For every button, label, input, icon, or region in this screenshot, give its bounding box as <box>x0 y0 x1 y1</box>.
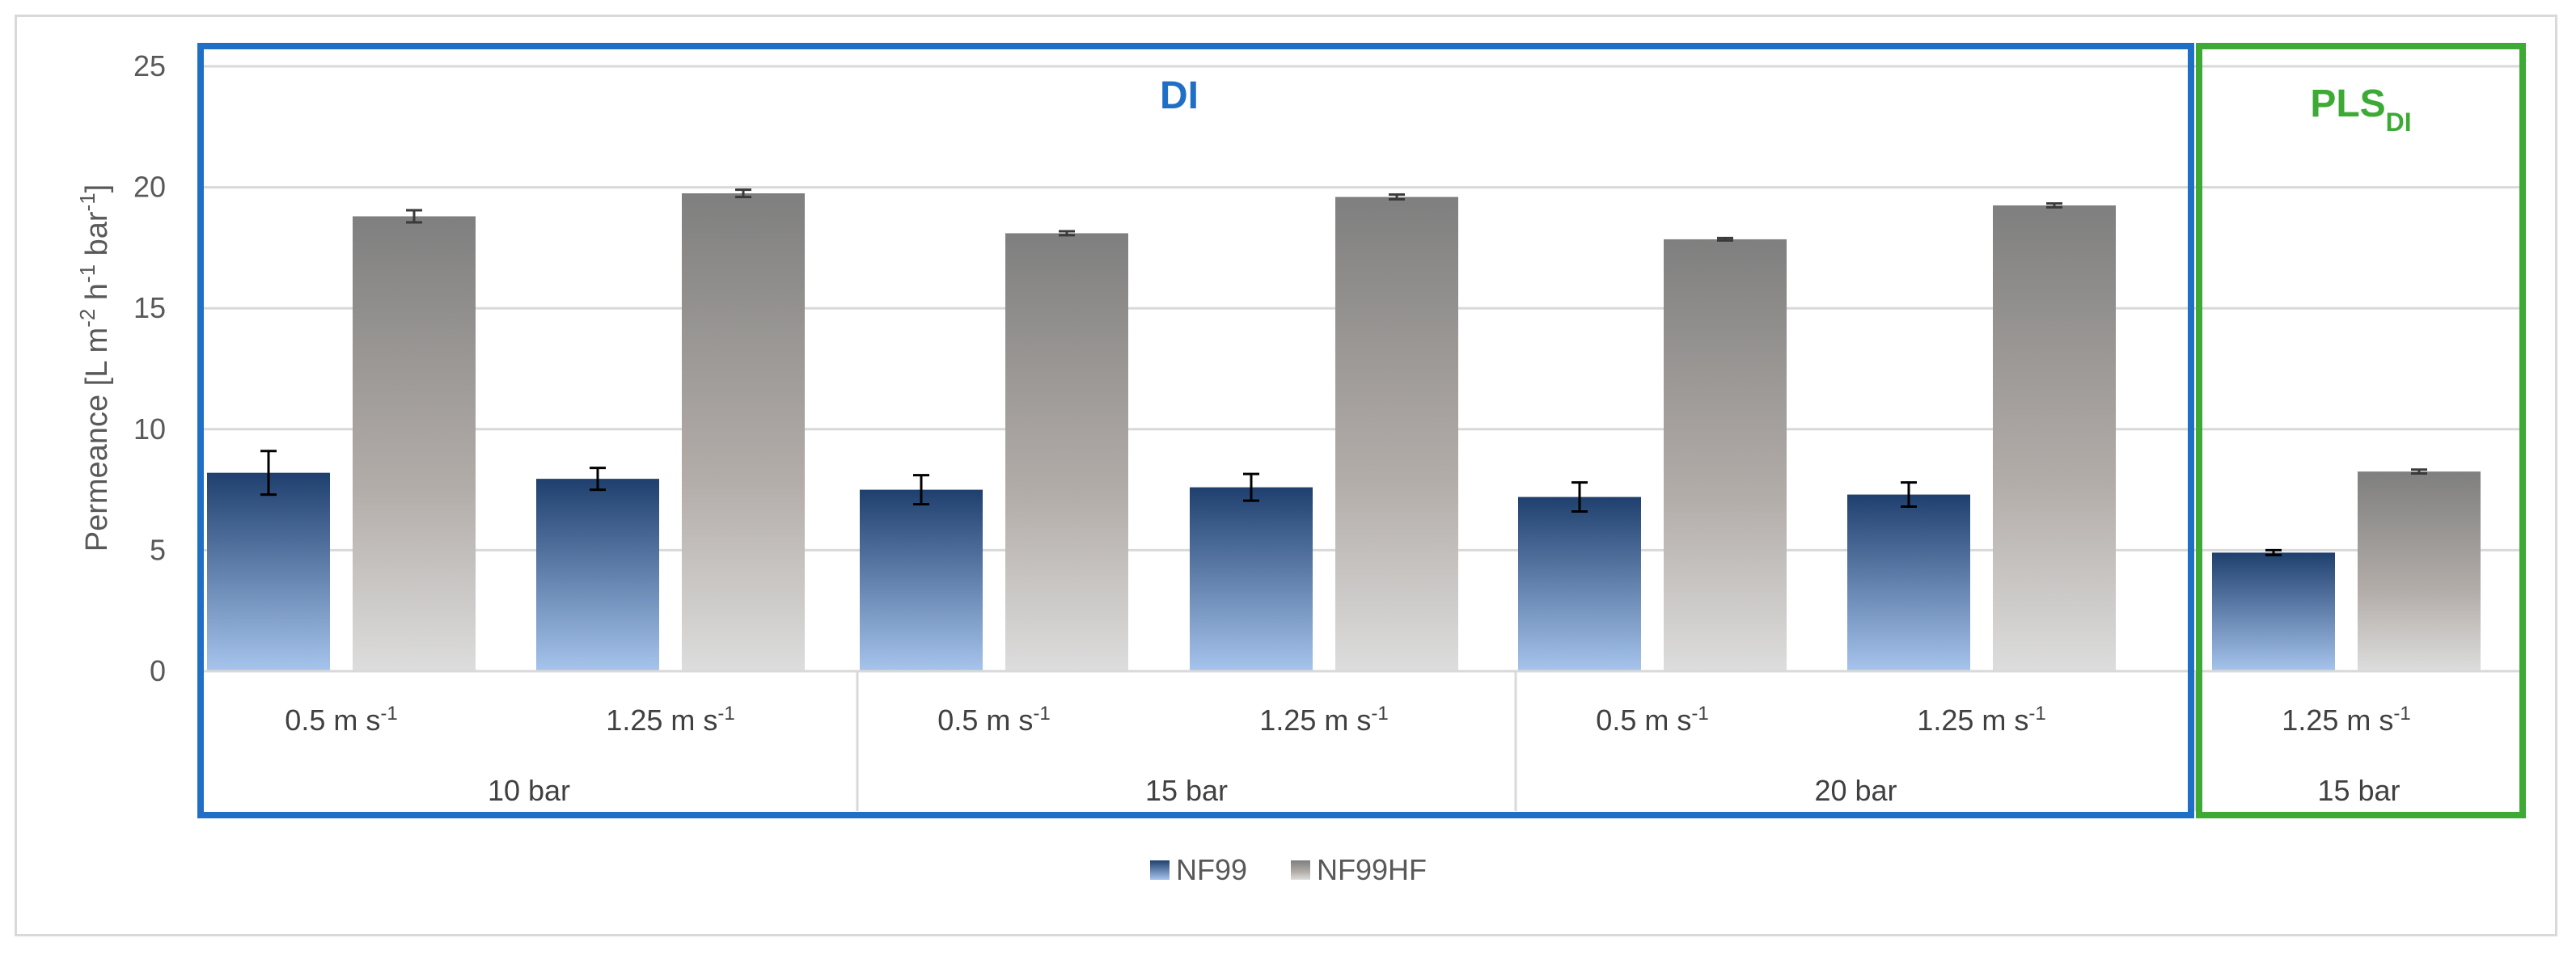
category-label: 1.25 m s-1 <box>1259 703 1388 737</box>
bar-nf99hf-6 <box>2358 471 2481 671</box>
category-label: 0.5 m s-1 <box>1596 703 1708 737</box>
bar-nf99-2 <box>860 489 983 671</box>
legend-swatch-nf99hf <box>1291 860 1310 880</box>
category-label: 1.25 m s-1 <box>606 703 734 737</box>
legend-label-nf99: NF99 <box>1176 853 1247 886</box>
group-label: 15 bar <box>1145 774 1228 807</box>
y-axis-label: Permeance [L m-2 h-1 bar-1] <box>75 184 114 552</box>
group-label: 10 bar <box>488 774 570 807</box>
bar-nf99hf-4 <box>1664 239 1787 672</box>
di-box <box>197 43 2194 818</box>
pls-di-box <box>2196 43 2526 818</box>
y-tick-label: 15 <box>133 291 166 324</box>
category-label: 0.5 m s-1 <box>285 703 397 737</box>
bars <box>207 188 2481 672</box>
y-tick-label: 5 <box>150 533 166 566</box>
bar-nf99hf-5 <box>1993 205 2116 672</box>
y-tick-label: 10 <box>133 412 166 446</box>
bar-nf99-0 <box>207 472 330 671</box>
pls-di-title: PLSDI <box>2310 82 2411 137</box>
category-label: 1.25 m s-1 <box>2282 703 2410 737</box>
bar-nf99-4 <box>1518 497 1641 671</box>
legend-label-nf99hf: NF99HF <box>1317 853 1427 886</box>
bar-nf99-1 <box>536 479 659 671</box>
legend: NF99 NF99HF <box>1150 853 1427 886</box>
x-axis <box>201 670 2522 811</box>
y-tick-label: 0 <box>150 654 166 687</box>
legend-swatch-nf99 <box>1150 860 1170 880</box>
bar-nf99hf-0 <box>353 216 476 671</box>
bar-nf99hf-3 <box>1335 196 1458 671</box>
bar-nf99-6 <box>2212 552 2335 671</box>
group-label: 20 bar <box>1814 774 1897 807</box>
bar-nf99hf-2 <box>1005 233 1128 671</box>
bar-nf99hf-1 <box>682 193 805 671</box>
annotation-boxes: DI PLSDI <box>197 43 2526 818</box>
category-labels: 0.5 m s-1 1.25 m s-1 0.5 m s-1 1.25 m s-1 0.… <box>285 703 2410 808</box>
bar-nf99-3 <box>1190 487 1313 671</box>
y-axis-ticks: 0 5 10 15 20 25 <box>133 49 166 687</box>
group-label: 15 bar <box>2317 774 2400 807</box>
y-axis-label-group: Permeance [L m-2 h-1 bar-1] <box>75 184 114 552</box>
y-tick-label: 20 <box>133 171 166 204</box>
bar-nf99-5 <box>1847 494 1970 671</box>
y-tick-label: 25 <box>133 49 166 82</box>
category-label: 1.25 m s-1 <box>1917 703 2045 737</box>
category-label: 0.5 m s-1 <box>937 703 1050 737</box>
di-title: DI <box>1160 74 1199 117</box>
